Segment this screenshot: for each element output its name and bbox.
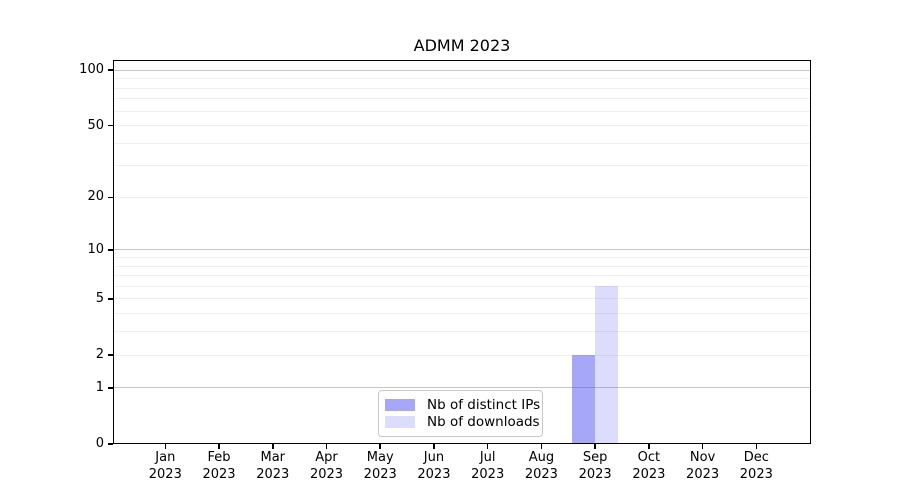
gridline-minor — [113, 265, 811, 267]
y-tick-label: 5 — [95, 290, 104, 306]
y-tick-mark — [108, 196, 113, 199]
gridline-minor — [113, 110, 811, 112]
legend: Nb of distinct IPs Nb of downloads — [378, 390, 543, 437]
plot-area — [113, 60, 811, 444]
gridline-minor — [113, 313, 811, 315]
x-tick-mark — [379, 444, 381, 449]
gridline-minor — [113, 257, 811, 259]
x-tick-label: Mar 2023 — [256, 450, 290, 482]
y-tick-label: 0 — [95, 436, 104, 451]
legend-label: Nb of downloads — [427, 414, 540, 431]
gridline-minor — [113, 87, 811, 89]
bar-distinct-ips-sep — [572, 355, 596, 444]
x-tick-mark — [218, 444, 220, 449]
x-tick-label: Feb 2023 — [202, 450, 236, 482]
x-tick-label: Jun 2023 — [417, 450, 451, 482]
x-tick-label: Aug 2023 — [524, 450, 558, 482]
legend-swatch-downloads — [385, 416, 415, 429]
x-tick-mark — [433, 444, 435, 449]
gridline-minor — [113, 98, 811, 100]
y-tick-mark — [108, 443, 113, 445]
y-tick-label: 10 — [87, 241, 104, 257]
gridline-minor — [113, 285, 811, 287]
legend-row: Nb of distinct IPs — [385, 396, 540, 413]
y-tick-mark — [108, 249, 113, 251]
y-tick-label: 50 — [87, 117, 104, 133]
x-tick-mark — [540, 444, 543, 449]
legend-label: Nb of distinct IPs — [427, 396, 541, 413]
y-tick-label: 1 — [95, 379, 104, 395]
x-tick-label: May 2023 — [363, 450, 397, 482]
y-tick-mark — [108, 298, 113, 300]
x-tick-mark — [272, 444, 274, 449]
gridline-minor — [113, 125, 811, 127]
x-tick-label: Sep 2023 — [578, 450, 612, 482]
legend-row: Nb of downloads — [385, 414, 540, 431]
x-tick-mark — [164, 444, 167, 449]
y-tick-label: 100 — [79, 62, 104, 78]
y-tick-label: 20 — [87, 189, 104, 205]
x-tick-mark — [755, 444, 758, 449]
y-tick-mark — [108, 387, 113, 389]
y-tick-mark — [108, 69, 113, 71]
x-tick-label: Jan 2023 — [148, 450, 182, 482]
x-tick-mark — [701, 444, 704, 449]
gridline-minor — [113, 165, 811, 167]
gridline-minor — [113, 331, 811, 333]
gridline-major — [113, 387, 811, 389]
gridline-minor — [113, 196, 811, 198]
gridline-minor — [113, 298, 811, 300]
y-tick-mark — [108, 124, 113, 127]
x-tick-mark — [594, 444, 596, 449]
y-tick-mark — [108, 354, 113, 356]
x-tick-label: Apr 2023 — [309, 450, 344, 482]
x-tick-label: Dec 2023 — [739, 450, 773, 482]
gridline-minor — [113, 78, 811, 80]
legend-swatch-distinct-ips — [385, 398, 415, 411]
x-tick-label: Oct 2023 — [632, 450, 666, 482]
bar-downloads-sep — [595, 286, 619, 444]
y-tick-label: 2 — [95, 347, 104, 363]
x-tick-mark — [325, 444, 328, 449]
gridline-major — [113, 249, 811, 251]
x-tick-label: Jul 2023 — [471, 450, 505, 482]
x-tick-mark — [648, 444, 650, 449]
x-tick-label: Nov 2023 — [686, 450, 720, 482]
gridline-minor — [113, 354, 811, 356]
gridline-major — [113, 69, 811, 71]
gridline-minor — [113, 275, 811, 277]
x-tick-mark — [486, 444, 489, 449]
gridline-minor — [113, 142, 811, 144]
chart-title: ADMM 2023 — [413, 36, 511, 55]
